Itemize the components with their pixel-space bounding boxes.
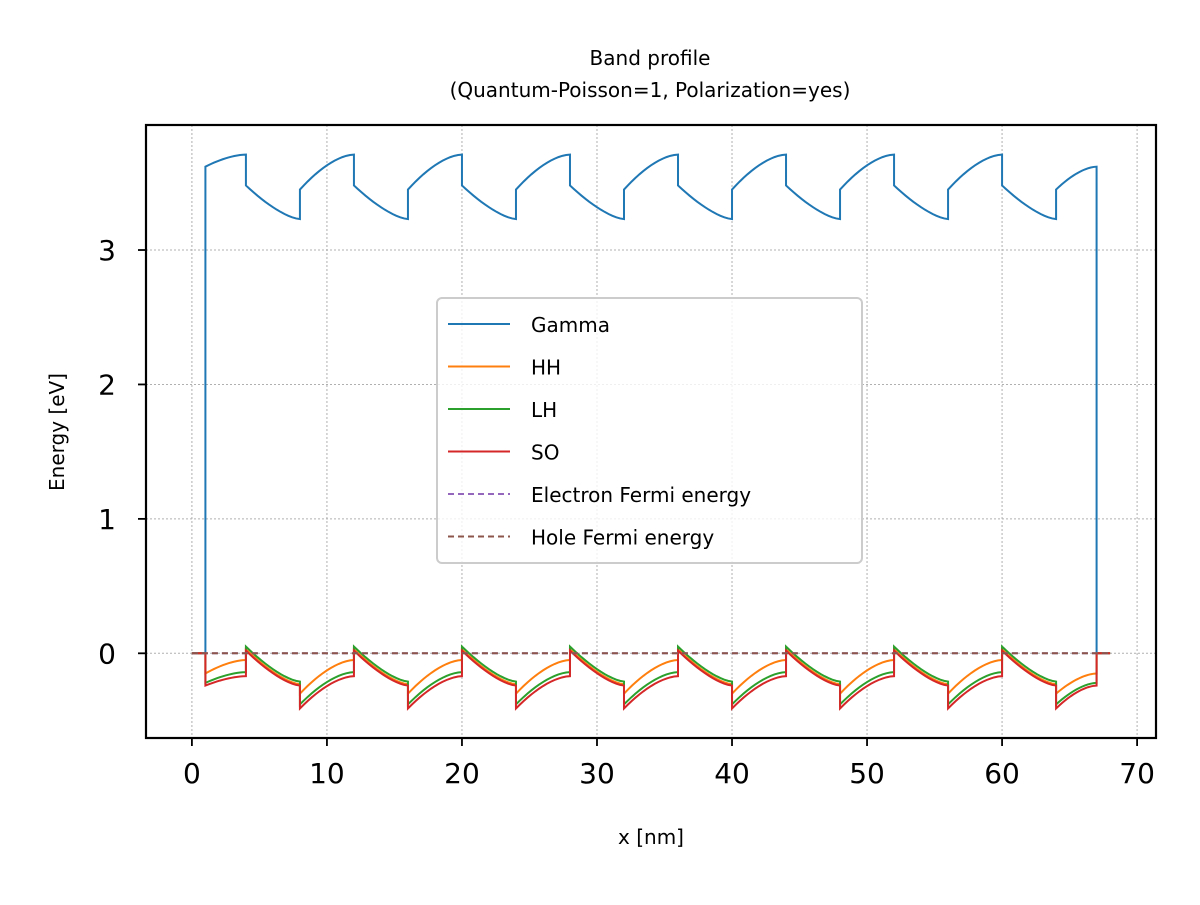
chart-title: Band profile [590, 46, 711, 70]
y-axis: 0 1 2 3 [98, 234, 146, 670]
legend-label: Electron Fermi energy [531, 483, 751, 507]
x-axis: 0 10 20 30 40 50 60 70 [183, 738, 1155, 790]
x-tick-label: 20 [444, 757, 480, 790]
series-line-so [191, 648, 1111, 711]
y-tick-label: 3 [98, 234, 116, 267]
legend-label: LH [531, 398, 557, 422]
x-tick-label: 60 [984, 757, 1020, 790]
legend: Gamma HH LH SO Electron Fermi energy Hole Fer… [436, 297, 863, 564]
plot-lines [191, 153, 1111, 711]
x-tick-label: 70 [1119, 757, 1155, 790]
legend-label: Gamma [531, 313, 610, 337]
plot-frame [144, 123, 1158, 740]
y-tick-label: 2 [98, 368, 116, 401]
x-tick-label: 40 [714, 757, 750, 790]
series-line-lh [191, 644, 1111, 707]
legend-box [436, 297, 863, 564]
legend-label: Hole Fermi energy [531, 526, 714, 550]
x-tick-label: 0 [183, 757, 201, 790]
legend-label: HH [531, 356, 561, 380]
x-tick-label: 30 [579, 757, 615, 790]
y-axis-label: Energy [eV] [45, 373, 69, 491]
series-line-hh [191, 646, 1111, 697]
x-axis-label: x [nm] [618, 825, 684, 849]
y-tick-label: 1 [98, 503, 116, 536]
x-tick-label: 50 [849, 757, 885, 790]
x-tick-label: 10 [309, 757, 345, 790]
legend-label: SO [531, 441, 559, 465]
chart-subtitle: (Quantum-Poisson=1, Polarization=yes) [450, 78, 851, 102]
series-line-gamma [191, 153, 1111, 655]
y-tick-label: 0 [98, 637, 116, 670]
